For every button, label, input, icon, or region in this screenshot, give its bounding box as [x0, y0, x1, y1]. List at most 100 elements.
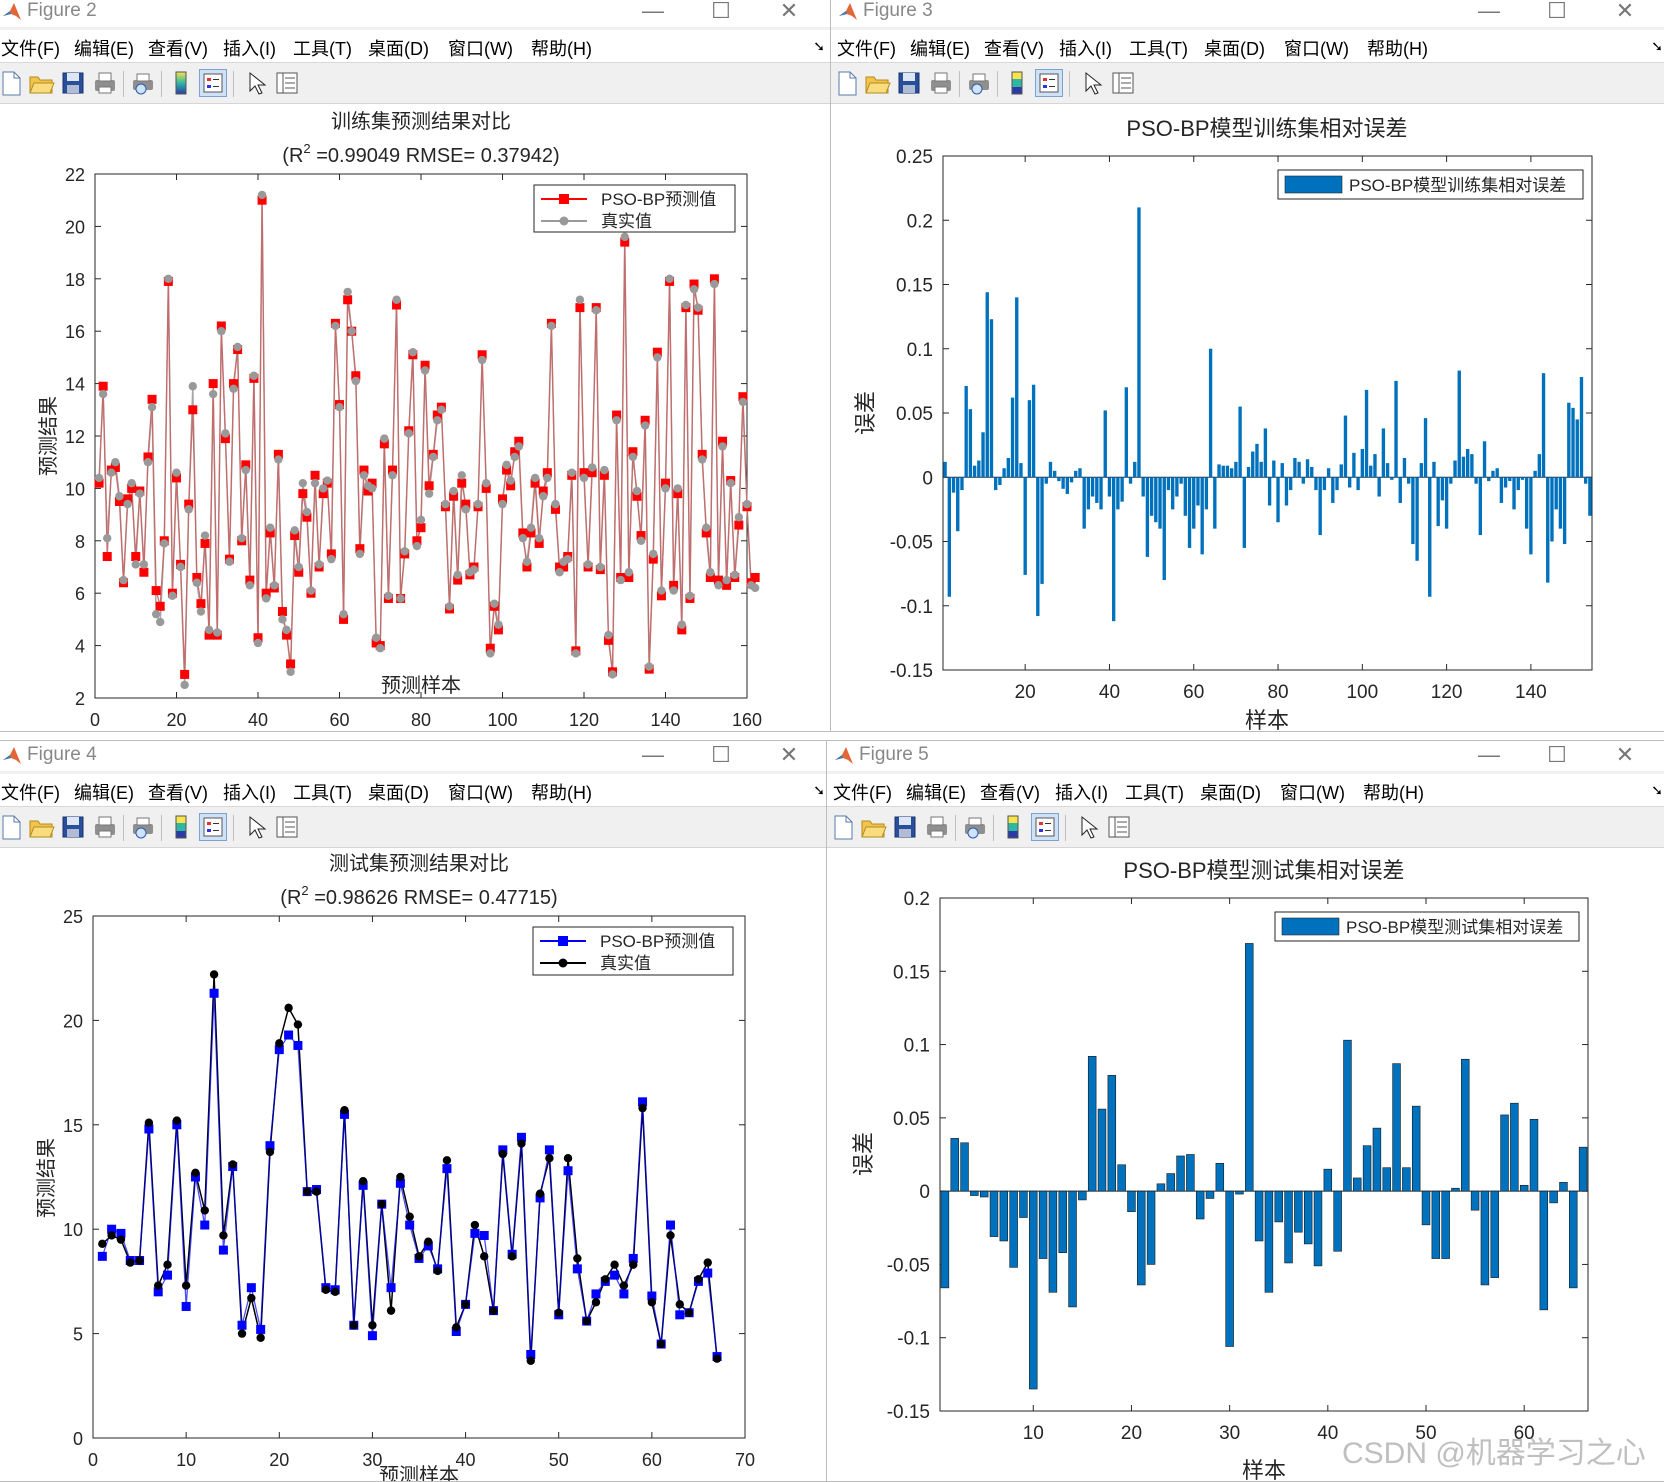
- menu-insert[interactable]: 插入(I): [1055, 783, 1108, 803]
- pointer-icon[interactable]: [241, 69, 269, 97]
- maximize-icon[interactable]: ☐: [1547, 742, 1567, 767]
- menu-help[interactable]: 帮助(H): [1367, 39, 1428, 59]
- close-icon[interactable]: ✕: [779, 742, 799, 767]
- menu-window[interactable]: 窗口(W): [1284, 39, 1349, 59]
- print-preview-icon[interactable]: [965, 69, 993, 97]
- legend-icon[interactable]: [199, 69, 227, 97]
- pointer-icon[interactable]: [1073, 813, 1101, 841]
- legend[interactable]: PSO-BP模型训练集相对误差: [1277, 169, 1584, 200]
- true-point: [661, 484, 670, 493]
- open-folder-icon[interactable]: [859, 813, 887, 841]
- print-preview-icon[interactable]: [961, 813, 989, 841]
- open-folder-icon[interactable]: [27, 813, 55, 841]
- new-file-icon[interactable]: [833, 69, 861, 97]
- close-icon[interactable]: ✕: [1615, 742, 1635, 767]
- print-preview-icon[interactable]: [129, 69, 157, 97]
- open-folder-icon[interactable]: [27, 69, 55, 97]
- menu-insert[interactable]: 插入(I): [1059, 39, 1112, 59]
- dock-arrow-icon[interactable]: ➘: [813, 782, 825, 798]
- menu-window[interactable]: 窗口(W): [1280, 783, 1345, 803]
- menu-help[interactable]: 帮助(H): [1363, 783, 1424, 803]
- new-file-icon[interactable]: [0, 813, 25, 841]
- property-editor-icon[interactable]: [273, 813, 301, 841]
- menu-tools[interactable]: 工具(T): [293, 39, 352, 59]
- legend[interactable]: PSO-BP模型测试集相对误差: [1274, 911, 1580, 942]
- minimize-icon[interactable]: —: [1478, 742, 1500, 767]
- legend[interactable]: PSO-BP预测值 真实值: [533, 184, 736, 233]
- close-icon[interactable]: ✕: [1615, 0, 1635, 23]
- menu-insert[interactable]: 插入(I): [223, 39, 276, 59]
- maximize-icon[interactable]: ☐: [711, 742, 731, 767]
- new-file-icon[interactable]: [829, 813, 857, 841]
- close-icon[interactable]: ✕: [779, 0, 799, 23]
- print-preview-icon[interactable]: [129, 813, 157, 841]
- maximize-icon[interactable]: ☐: [711, 0, 731, 23]
- colorbar-icon[interactable]: [1003, 69, 1031, 97]
- pointer-icon[interactable]: [241, 813, 269, 841]
- legend-icon[interactable]: [1031, 813, 1059, 841]
- menu-desktop[interactable]: 桌面(D): [1204, 39, 1265, 59]
- colorbar-icon[interactable]: [999, 813, 1027, 841]
- menu-edit[interactable]: 编辑(E): [906, 783, 966, 803]
- menu-edit[interactable]: 编辑(E): [910, 39, 970, 59]
- save-icon[interactable]: [59, 69, 87, 97]
- title-bar[interactable]: Figure 4 — ☐ ✕: [0, 741, 831, 771]
- menu-file[interactable]: 文件(F): [1, 39, 60, 59]
- colorbar-icon[interactable]: [167, 813, 195, 841]
- print-icon[interactable]: [91, 813, 119, 841]
- menu-tools[interactable]: 工具(T): [1129, 39, 1188, 59]
- menu-edit[interactable]: 编辑(E): [74, 783, 134, 803]
- true-point: [461, 1300, 470, 1309]
- menu-tools[interactable]: 工具(T): [293, 783, 352, 803]
- error-bar: [989, 1190, 999, 1237]
- legend-icon[interactable]: [199, 813, 227, 841]
- menu-desktop[interactable]: 桌面(D): [368, 39, 429, 59]
- legend-icon[interactable]: [1035, 69, 1063, 97]
- title-bar[interactable]: Figure 5 — ☐ ✕: [827, 741, 1664, 771]
- minimize-icon[interactable]: —: [642, 0, 664, 23]
- pred-point: [477, 350, 487, 360]
- menu-insert[interactable]: 插入(I): [223, 783, 276, 803]
- print-icon[interactable]: [927, 69, 955, 97]
- property-editor-icon[interactable]: [1109, 69, 1137, 97]
- property-editor-icon[interactable]: [273, 69, 301, 97]
- legend[interactable]: PSO-BP预测值 真实值: [532, 926, 734, 976]
- pred-point: [153, 1287, 163, 1297]
- minimize-icon[interactable]: —: [1478, 0, 1500, 23]
- true-point: [241, 465, 250, 475]
- title-bar[interactable]: Figure 2 — ☐ ✕: [0, 0, 831, 27]
- menu-file[interactable]: 文件(F): [837, 39, 896, 59]
- menu-view[interactable]: 查看(V): [148, 39, 208, 59]
- error-bar: [1166, 477, 1171, 491]
- title-bar[interactable]: Figure 3 — ☐ ✕: [831, 0, 1664, 27]
- save-icon[interactable]: [895, 69, 923, 97]
- true-point: [396, 594, 405, 603]
- menu-tools[interactable]: 工具(T): [1125, 783, 1184, 803]
- pointer-icon[interactable]: [1077, 69, 1105, 97]
- minimize-icon[interactable]: —: [642, 742, 664, 767]
- maximize-icon[interactable]: ☐: [1547, 0, 1567, 23]
- menu-desktop[interactable]: 桌面(D): [368, 783, 429, 803]
- print-icon[interactable]: [923, 813, 951, 841]
- menu-window[interactable]: 窗口(W): [448, 39, 513, 59]
- print-icon[interactable]: [91, 69, 119, 97]
- new-file-icon[interactable]: [0, 69, 25, 97]
- dock-arrow-icon[interactable]: ➘: [813, 38, 825, 54]
- open-folder-icon[interactable]: [863, 69, 891, 97]
- dock-arrow-icon[interactable]: ➘: [1651, 38, 1663, 54]
- menu-window[interactable]: 窗口(W): [448, 783, 513, 803]
- menu-file[interactable]: 文件(F): [1, 783, 60, 803]
- menu-edit[interactable]: 编辑(E): [74, 39, 134, 59]
- save-icon[interactable]: [59, 813, 87, 841]
- property-editor-icon[interactable]: [1105, 813, 1133, 841]
- menu-view[interactable]: 查看(V): [148, 783, 208, 803]
- menu-view[interactable]: 查看(V): [984, 39, 1044, 59]
- colorbar-icon[interactable]: [167, 69, 195, 97]
- menu-help[interactable]: 帮助(H): [531, 783, 592, 803]
- menu-help[interactable]: 帮助(H): [531, 39, 592, 59]
- save-icon[interactable]: [891, 813, 919, 841]
- menu-view[interactable]: 查看(V): [980, 783, 1040, 803]
- menu-desktop[interactable]: 桌面(D): [1200, 783, 1261, 803]
- menu-file[interactable]: 文件(F): [833, 783, 892, 803]
- dock-arrow-icon[interactable]: ➘: [1651, 782, 1663, 798]
